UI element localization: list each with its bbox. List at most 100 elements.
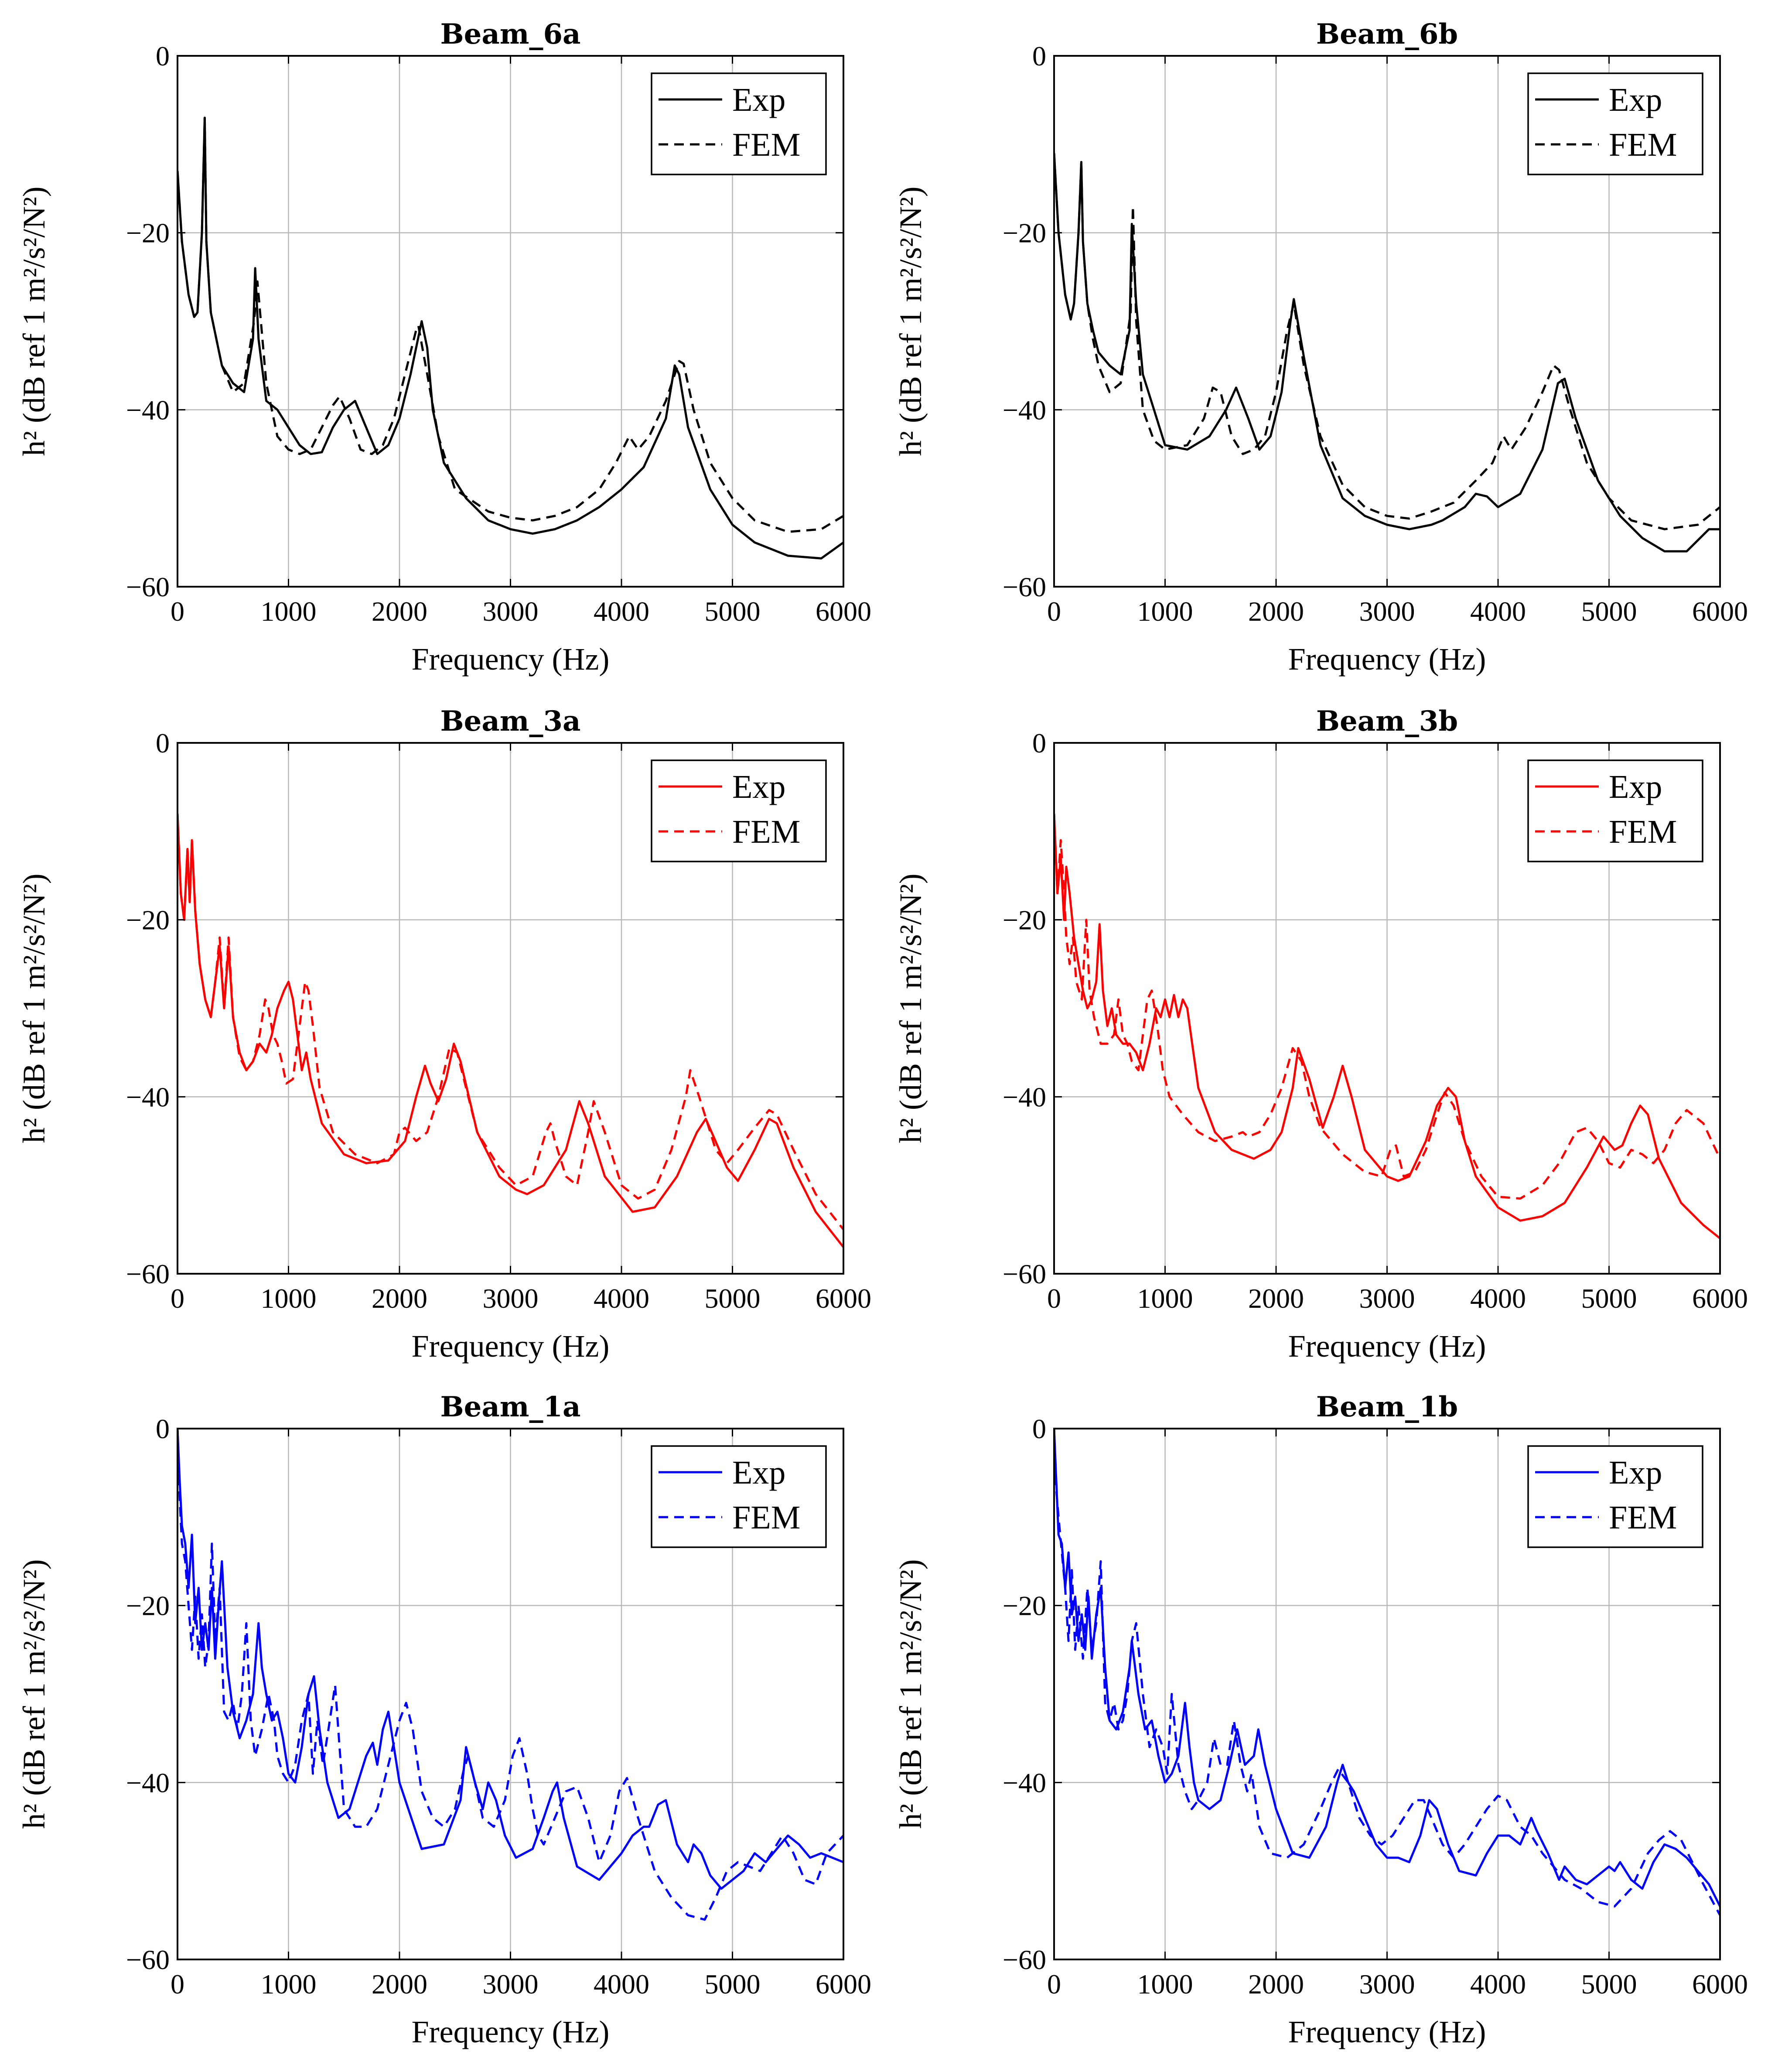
series-line-fem bbox=[1054, 153, 1720, 530]
legend-box bbox=[1527, 1445, 1703, 1548]
x-tick-label: 6000 bbox=[816, 1969, 871, 2000]
x-tick-label: 4000 bbox=[594, 1283, 649, 1314]
y-axis-label: h² (dB ref 1 m²/s²/N²) bbox=[17, 186, 51, 456]
chart-beam-1b: 0 1000 2000 3000 4000 5000 6000 0 −20 −40 −60 Beam_… bbox=[893, 1391, 1748, 2049]
x-tick-label: 5000 bbox=[705, 1283, 761, 1314]
y-axis-label: h² (dB ref 1 m²/s²/N²) bbox=[893, 1559, 928, 1829]
x-tick-label: 2000 bbox=[1248, 1969, 1304, 2000]
x-tick-label: 4000 bbox=[1470, 1283, 1526, 1314]
y-tick-label: −40 bbox=[126, 394, 170, 425]
x-tick-label: 3000 bbox=[1359, 596, 1415, 627]
y-axis-label: h² (dB ref 1 m²/s²/N²) bbox=[17, 1559, 51, 1829]
x-tick-label: 1000 bbox=[261, 1283, 317, 1314]
legend-box bbox=[1527, 72, 1703, 175]
legend-label-exp: Exp bbox=[1609, 1454, 1662, 1491]
legend: Exp FEM bbox=[651, 72, 827, 175]
x-tick-label: 4000 bbox=[594, 1969, 649, 2000]
y-axis-label: h² (dB ref 1 m²/s²/N²) bbox=[893, 873, 928, 1143]
legend-box bbox=[651, 72, 827, 175]
x-tick-label: 0 bbox=[1047, 596, 1061, 627]
legend: Exp FEM bbox=[1527, 759, 1703, 862]
x-axis-label: Frequency (Hz) bbox=[1288, 2014, 1486, 2049]
y-tick-label: −60 bbox=[1003, 571, 1046, 602]
x-tick-label: 3000 bbox=[483, 1969, 539, 2000]
legend-box bbox=[1527, 759, 1703, 862]
x-tick-label: 2000 bbox=[1248, 596, 1304, 627]
y-tick-label: −40 bbox=[1003, 1081, 1046, 1112]
x-axis-label: Frequency (Hz) bbox=[1288, 642, 1486, 677]
series-line-fem bbox=[1054, 1429, 1720, 1916]
chart-title: Beam_1b bbox=[1316, 1391, 1458, 1423]
y-tick-label: −20 bbox=[1003, 218, 1046, 249]
legend: Exp FEM bbox=[1527, 72, 1703, 175]
x-tick-label: 5000 bbox=[1581, 1969, 1637, 2000]
legend: Exp FEM bbox=[651, 1445, 827, 1548]
y-tick-label: −60 bbox=[126, 571, 170, 602]
x-tick-label: 4000 bbox=[1470, 1969, 1526, 2000]
legend-label-fem: FEM bbox=[1609, 1499, 1677, 1536]
series-line-exp bbox=[1054, 153, 1720, 553]
y-tick-label: 0 bbox=[156, 1413, 170, 1444]
legend-label-exp: Exp bbox=[732, 769, 785, 805]
y-tick-label: −60 bbox=[1003, 1258, 1046, 1289]
x-axis-label: Frequency (Hz) bbox=[1288, 1329, 1486, 1364]
x-tick-label: 2000 bbox=[372, 1969, 427, 2000]
x-tick-label: 3000 bbox=[483, 596, 539, 627]
legend-label-fem: FEM bbox=[1609, 814, 1677, 850]
x-tick-label: 2000 bbox=[372, 1283, 427, 1314]
legend-label-fem: FEM bbox=[732, 814, 800, 850]
chart-beam-6b: 0 1000 2000 3000 4000 5000 6000 0 −20 −40 −60 Beam_… bbox=[893, 18, 1748, 677]
series-line-fem bbox=[177, 1429, 843, 1921]
legend-label-fem: FEM bbox=[732, 127, 800, 163]
x-tick-label: 0 bbox=[1047, 1283, 1061, 1314]
chart-beam-6a: 0 1000 2000 3000 4000 5000 6000 0 −20 −40 −60 Beam_… bbox=[17, 18, 871, 677]
y-tick-label: 0 bbox=[1032, 1413, 1046, 1444]
y-tick-label: −20 bbox=[126, 1590, 170, 1621]
x-tick-label: 1000 bbox=[1137, 596, 1193, 627]
x-tick-label: 6000 bbox=[1692, 1283, 1748, 1314]
y-tick-label: 0 bbox=[156, 728, 170, 759]
x-tick-label: 5000 bbox=[1581, 596, 1637, 627]
y-tick-label: −60 bbox=[126, 1944, 170, 1975]
x-tick-label: 1000 bbox=[1137, 1969, 1193, 2000]
chart-title: Beam_1a bbox=[440, 1391, 581, 1423]
y-tick-label: −40 bbox=[126, 1081, 170, 1112]
chart-title: Beam_6a bbox=[440, 18, 581, 51]
legend-box bbox=[651, 1445, 827, 1548]
series-line-fem bbox=[177, 814, 843, 1231]
y-tick-label: −20 bbox=[126, 905, 170, 936]
x-tick-label: 5000 bbox=[705, 596, 761, 627]
x-tick-label: 1000 bbox=[1137, 1283, 1193, 1314]
chart-title: Beam_3b bbox=[1316, 705, 1458, 738]
x-tick-label: 1000 bbox=[261, 1969, 317, 2000]
y-axis-label: h² (dB ref 1 m²/s²/N²) bbox=[17, 873, 51, 1143]
x-tick-label: 6000 bbox=[816, 596, 871, 627]
x-tick-label: 2000 bbox=[1248, 1283, 1304, 1314]
chart-title: Beam_3a bbox=[440, 705, 581, 738]
y-tick-label: −20 bbox=[126, 218, 170, 249]
series-line-exp bbox=[177, 116, 843, 560]
x-tick-label: 0 bbox=[171, 596, 184, 627]
x-tick-label: 0 bbox=[171, 1969, 184, 2000]
series-line-fem bbox=[1054, 814, 1720, 1200]
chart-beam-3a: 0 1000 2000 3000 4000 5000 6000 0 −20 −40 −60 Beam_… bbox=[17, 705, 871, 1364]
legend: Exp FEM bbox=[1527, 1445, 1703, 1548]
y-tick-label: −40 bbox=[1003, 1767, 1046, 1798]
y-tick-label: −20 bbox=[1003, 905, 1046, 936]
x-tick-label: 0 bbox=[171, 1283, 184, 1314]
legend-label-exp: Exp bbox=[732, 1454, 785, 1491]
x-axis-label: Frequency (Hz) bbox=[412, 642, 610, 677]
x-tick-label: 6000 bbox=[816, 1283, 871, 1314]
y-tick-label: −40 bbox=[126, 1767, 170, 1798]
series-line-exp bbox=[177, 814, 843, 1248]
chart-beam-1a: 0 1000 2000 3000 4000 5000 6000 0 −20 −40 −60 Beam_… bbox=[17, 1391, 871, 2049]
y-tick-label: −20 bbox=[1003, 1590, 1046, 1621]
legend: Exp FEM bbox=[651, 759, 827, 862]
y-tick-label: 0 bbox=[1032, 728, 1046, 759]
chart-title: Beam_6b bbox=[1316, 18, 1458, 51]
x-tick-label: 6000 bbox=[1692, 596, 1748, 627]
legend-box bbox=[651, 759, 827, 862]
x-tick-label: 3000 bbox=[483, 1283, 539, 1314]
